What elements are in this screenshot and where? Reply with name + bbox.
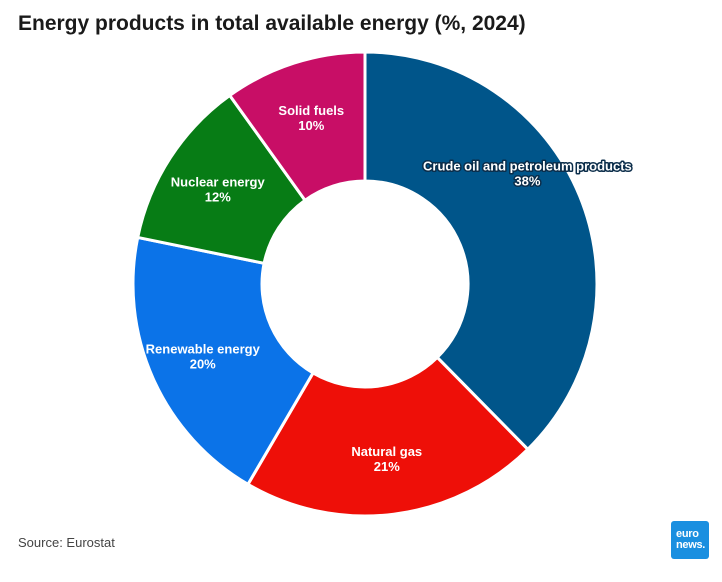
- slice-name: Nuclear energy: [171, 174, 266, 189]
- euronews-logo: euro news.: [671, 521, 709, 559]
- slice-value: 12%: [205, 189, 231, 204]
- slice-name: Natural gas: [351, 444, 422, 459]
- slice-value: 10%: [298, 118, 324, 133]
- slice-renewable-energy: [131, 235, 315, 486]
- slice-value: 38%: [514, 173, 540, 188]
- logo-line-1: euro: [676, 528, 699, 540]
- slice-solid-fuels: [228, 50, 367, 202]
- slice-crude-oil-and-petroleum-products: [363, 50, 599, 451]
- slice-name: Solid fuels: [278, 103, 344, 118]
- slice-natural-gas: [246, 355, 530, 518]
- slice-value: 21%: [374, 459, 400, 474]
- slice-name: Renewable energy: [146, 342, 261, 357]
- chart-title: Energy products in total available energ…: [18, 12, 526, 35]
- logo-line-2: news.: [676, 539, 706, 551]
- slice-value: 20%: [190, 357, 216, 372]
- source-note: Source: Eurostat: [18, 535, 115, 550]
- slice-name: Crude oil and petroleum products: [423, 158, 632, 173]
